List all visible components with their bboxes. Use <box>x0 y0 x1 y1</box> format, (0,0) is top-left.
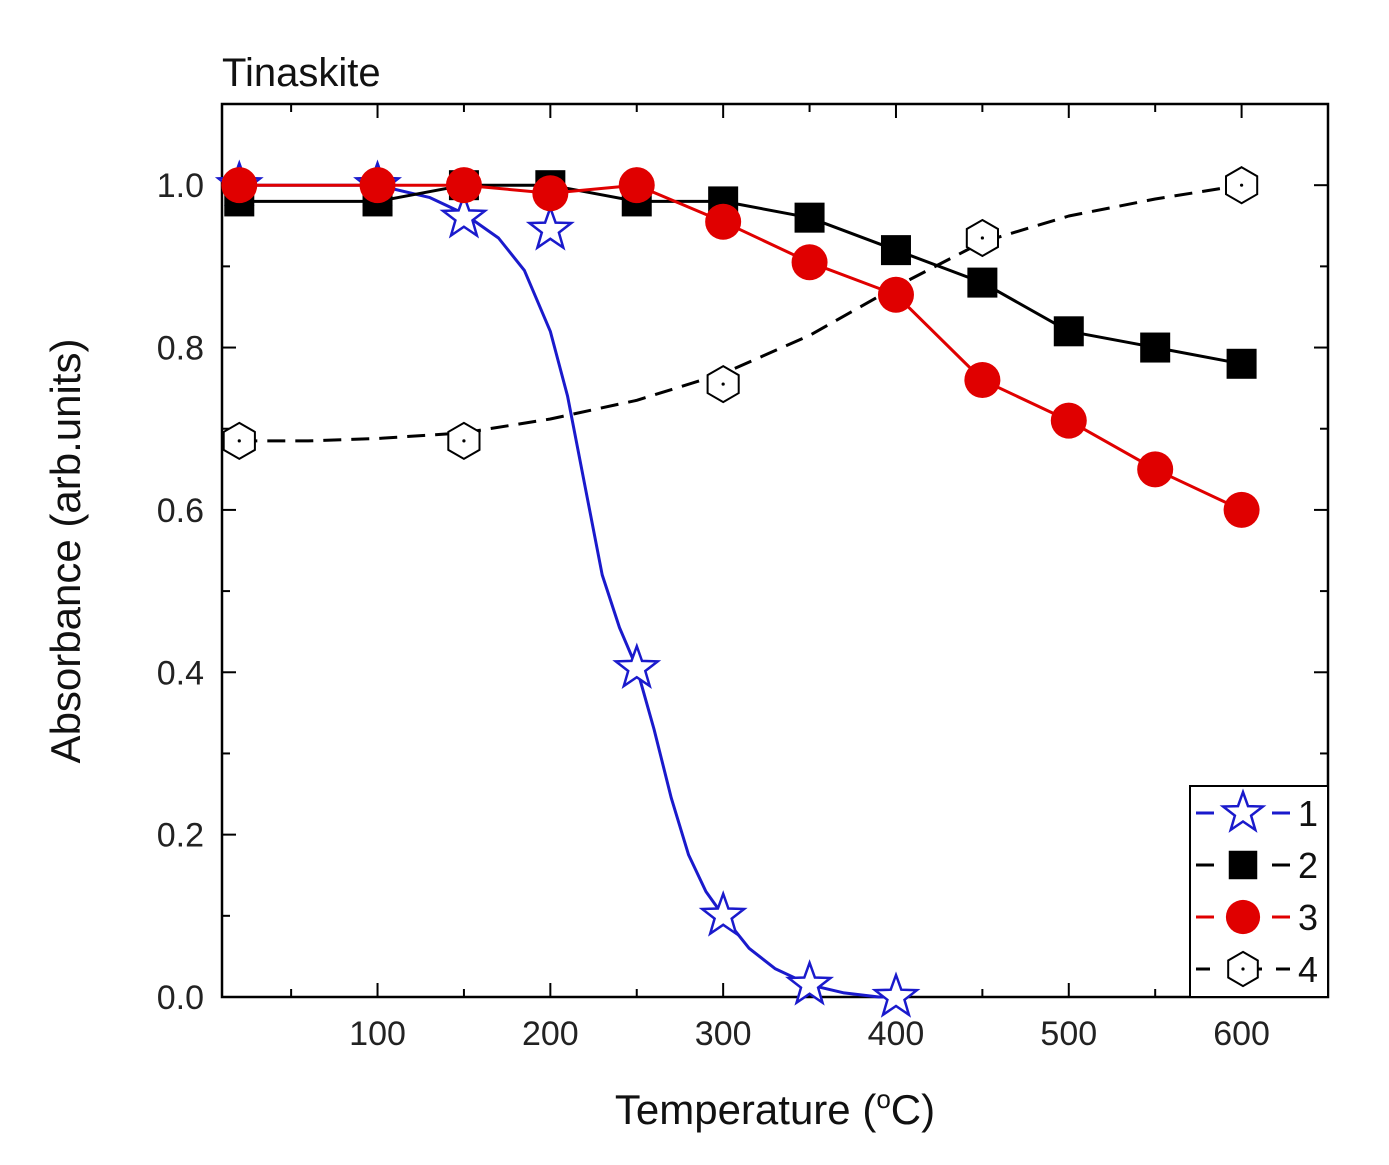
legend-label-1: 1 <box>1298 793 1318 834</box>
x-tick-label: 200 <box>522 1015 579 1053</box>
series-2-point <box>967 267 998 298</box>
series-3-point <box>359 167 396 204</box>
legend-label-4: 4 <box>1298 949 1318 990</box>
y-tick-label: 0.2 <box>157 817 204 855</box>
series-2-point <box>794 202 825 233</box>
series-4-point <box>706 364 740 404</box>
x-axis-title-main: Temperature ( <box>615 1086 876 1133</box>
plot-frame <box>220 102 1330 999</box>
legend-marker-1 <box>1219 788 1267 833</box>
series-1-point <box>785 959 835 1006</box>
hexagon-dot <box>1239 183 1244 187</box>
series-4-point <box>965 218 999 258</box>
x-tick-label: 300 <box>695 1015 752 1053</box>
legend: 1 2 3 4 <box>1189 785 1329 998</box>
series-4-point <box>447 421 481 461</box>
series-3-point <box>705 203 742 240</box>
x-tick-label: 500 <box>1040 1015 1097 1053</box>
series-3-line <box>239 183 1243 512</box>
y-tick-label: 0.4 <box>157 654 204 692</box>
y-tick-label: 0.8 <box>157 330 204 368</box>
series-3-point <box>1223 491 1260 528</box>
series-3-point <box>445 167 482 204</box>
y-tick-label: 0.0 <box>157 979 204 1017</box>
y-tick-label: 0.6 <box>157 492 204 530</box>
x-axis-title-sup: o <box>876 1084 890 1114</box>
hexagon-dot <box>1241 967 1245 971</box>
series-3-point <box>221 167 258 204</box>
legend-marker-2 <box>1228 850 1258 880</box>
series-4-point <box>1225 166 1259 205</box>
series-3-point <box>618 167 655 204</box>
y-axis-title: Absorbance (arb.units) <box>42 339 89 764</box>
series-1-point <box>525 204 575 251</box>
legend-label-3: 3 <box>1298 897 1318 938</box>
series-1-point <box>871 971 921 1018</box>
hexagon-dot <box>721 382 725 386</box>
series-2-point <box>1226 348 1257 379</box>
legend-marker-4 <box>1227 950 1259 988</box>
x-axis: 100 200 300 400 500 600 <box>290 104 1270 1053</box>
series-3-point <box>532 175 569 212</box>
x-tick-label: 400 <box>868 1015 925 1053</box>
series-2-point <box>1140 332 1171 363</box>
y-tick-label: 1.0 <box>157 167 204 205</box>
series-3-point <box>964 362 1001 399</box>
hexagon-dot <box>237 439 241 443</box>
x-tick-label: 100 <box>349 1015 406 1053</box>
series-markers <box>214 159 1260 1018</box>
series-2-point <box>1053 316 1084 347</box>
series-1-line <box>239 183 896 999</box>
x-tick-label: 600 <box>1213 1015 1270 1053</box>
legend-label-2: 2 <box>1298 845 1318 886</box>
y-axis: 0.0 0.2 0.4 0.6 0.8 1.0 <box>157 103 1328 1017</box>
x-axis-title: Temperature (oC) <box>615 1084 935 1133</box>
series-lines <box>239 183 1243 999</box>
series-1-point <box>612 642 662 690</box>
series-4-point <box>222 421 256 461</box>
series-1-point <box>698 890 748 937</box>
hexagon-dot <box>462 439 466 443</box>
series-3-point <box>877 276 914 313</box>
legend-box <box>1189 785 1329 998</box>
legend-marker-3 <box>1225 899 1261 935</box>
series-3-point <box>1050 402 1087 439</box>
chart-title: Tinaskite <box>222 51 381 95</box>
hexagon-dot <box>980 236 984 240</box>
series-2-point <box>880 235 911 266</box>
series-3-point <box>1137 451 1174 488</box>
series-3-point <box>791 244 828 281</box>
series-1-point <box>439 192 489 239</box>
x-axis-title-tail: C) <box>891 1086 935 1133</box>
